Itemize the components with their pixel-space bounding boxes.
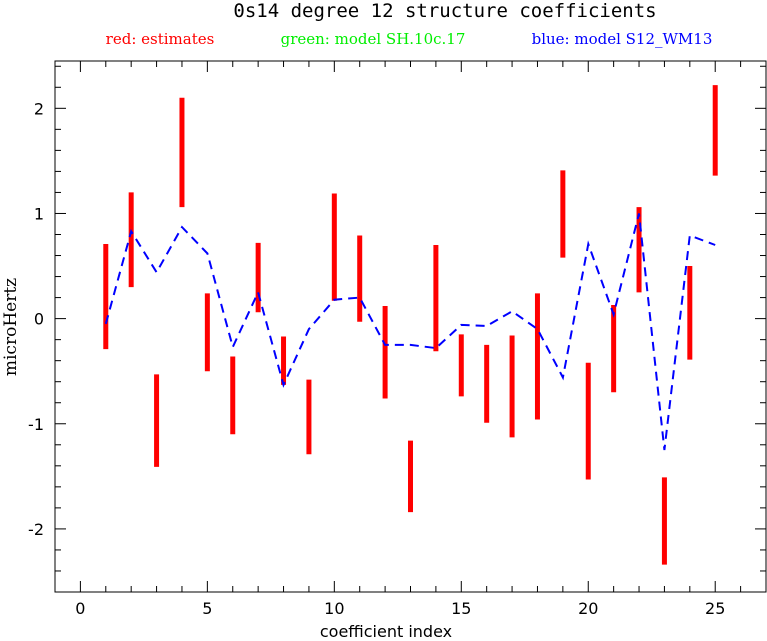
y-axis-label: microHertz [1,278,21,376]
plot-frame [54,60,767,593]
x-tick-label-2: 10 [324,599,344,618]
legend: red: estimates green: model SH.10c.17 blue… [106,30,713,48]
x-tick-labels: 0 5 10 15 20 25 [75,599,725,618]
x-tick-label-4: 20 [578,599,598,618]
y-tick-labels: -2 -1 0 1 2 [28,99,44,539]
legend-item-1: green: model SH.10c.17 [281,30,466,48]
y-tick-label-3: 1 [34,204,44,223]
axis-ticks [54,61,767,593]
x-tick-label-5: 25 [705,599,725,618]
model-s12-wm13-line [104,213,716,451]
x-tick-label-3: 15 [451,599,471,618]
legend-item-0: red: estimates [106,30,215,48]
y-tick-label-2: 0 [34,310,44,329]
x-tick-label-1: 5 [202,599,212,618]
legend-item-2: blue: model S12_WM13 [532,30,713,48]
x-axis-label: coefficient index [320,622,452,641]
y-tick-label-1: -1 [28,415,44,434]
chart-title: 0s14 degree 12 structure coefficients [233,0,656,22]
y-tick-label-0: -2 [28,520,44,539]
y-tick-label-4: 2 [34,99,44,118]
x-tick-label-0: 0 [75,599,85,618]
estimates-series [103,85,718,565]
